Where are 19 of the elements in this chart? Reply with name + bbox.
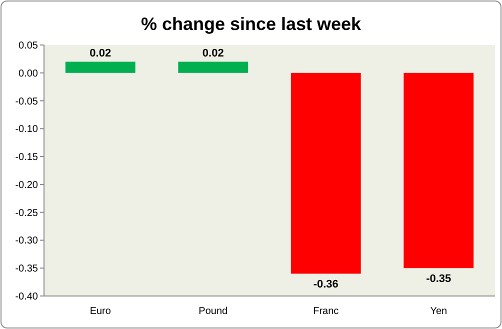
data-label: -0.35 <box>426 273 452 286</box>
y-tick-label: -0.25 <box>15 208 38 219</box>
data-label: -0.36 <box>313 278 338 291</box>
chart-title: % change since last week <box>140 14 362 34</box>
data-label: 0.02 <box>90 48 112 60</box>
y-tick-label: 0.05 <box>18 40 38 52</box>
y-tick-label: -0.10 <box>15 124 38 136</box>
y-tick-label: -0.15 <box>15 152 38 164</box>
x-tick-label: Euro <box>90 306 112 317</box>
y-tick-label: 0.00 <box>18 68 38 80</box>
y-tick-label: -0.40 <box>15 292 38 302</box>
x-tick-label: Franc <box>313 306 339 317</box>
y-tick-label: -0.35 <box>15 264 38 275</box>
y-tick-label: -0.05 <box>15 96 38 108</box>
x-tick-label: Yen <box>430 306 448 317</box>
y-tick-label: -0.30 <box>15 236 38 247</box>
data-label: 0.02 <box>202 48 224 60</box>
y-tick-label: -0.20 <box>15 180 38 191</box>
x-tick-label: Pound <box>198 306 228 317</box>
